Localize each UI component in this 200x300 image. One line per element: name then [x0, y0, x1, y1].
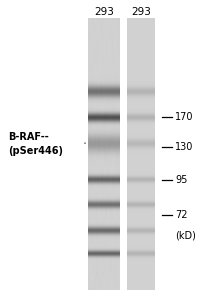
- Text: 130: 130: [174, 142, 192, 152]
- Text: (pSer446): (pSer446): [8, 146, 63, 156]
- Text: (kD): (kD): [174, 231, 195, 241]
- Text: 170: 170: [174, 112, 193, 122]
- Text: 95: 95: [174, 175, 186, 185]
- Text: B-RAF--: B-RAF--: [8, 132, 49, 142]
- Text: 293: 293: [130, 7, 150, 17]
- Text: 72: 72: [174, 210, 187, 220]
- Text: 293: 293: [94, 7, 113, 17]
